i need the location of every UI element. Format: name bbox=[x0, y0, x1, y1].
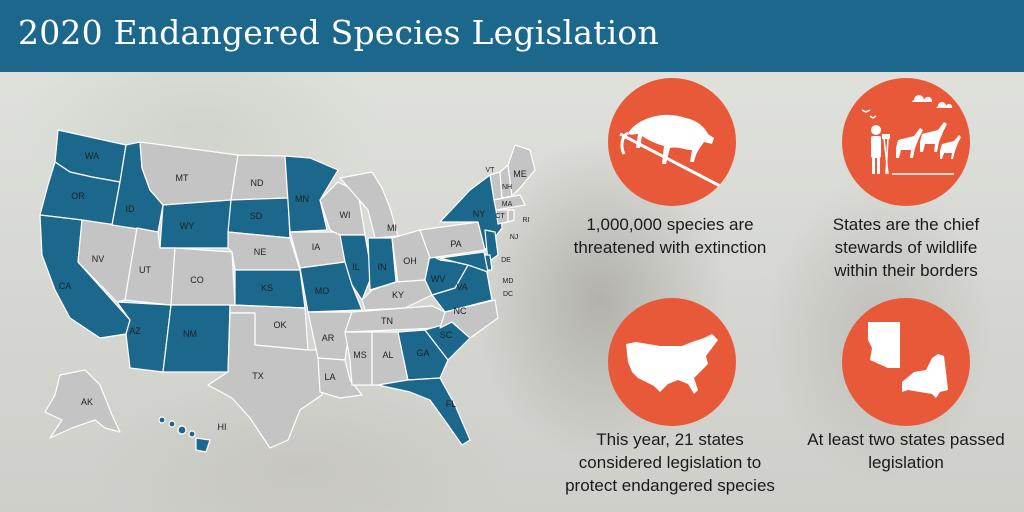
label-mt: MT bbox=[176, 173, 189, 183]
header-bar: 2020 Endangered Species Legislation bbox=[0, 0, 1024, 72]
label-hi: HI bbox=[218, 422, 227, 432]
label-dc: DC bbox=[503, 291, 513, 298]
label-ms: MS bbox=[353, 350, 367, 360]
state-mo bbox=[299, 261, 363, 313]
stat-caption-stewards: States are the chief stewards of wildlif… bbox=[832, 215, 980, 280]
state-wy bbox=[159, 199, 232, 249]
label-ia: IA bbox=[312, 242, 321, 252]
label-md: MD bbox=[503, 278, 514, 285]
label-ut: UT bbox=[139, 265, 151, 275]
state-ri bbox=[507, 209, 515, 223]
label-ar: AR bbox=[322, 333, 335, 343]
state-ms bbox=[344, 331, 373, 386]
page-title: 2020 Endangered Species Legislation bbox=[18, 13, 659, 52]
us-map: WA OR CA ID NV MT WY UT CO AZ NM ND SD N… bbox=[39, 129, 536, 453]
label-ks: KS bbox=[261, 283, 273, 293]
label-la: LA bbox=[324, 372, 335, 382]
label-ma: MA bbox=[502, 201, 513, 208]
label-de: DE bbox=[501, 257, 511, 264]
label-il: IL bbox=[352, 262, 360, 272]
label-ga: GA bbox=[416, 348, 429, 358]
label-ca: CA bbox=[59, 281, 72, 291]
state-ma bbox=[493, 194, 526, 211]
state-nj bbox=[484, 229, 499, 263]
label-sc: SC bbox=[440, 330, 453, 340]
label-ri: RI bbox=[523, 217, 530, 224]
state-az bbox=[116, 301, 172, 373]
usa-map-icon bbox=[608, 298, 736, 426]
label-mn: MN bbox=[295, 194, 309, 204]
state-fl bbox=[377, 377, 471, 446]
state-mi bbox=[339, 171, 399, 239]
label-nj: NJ bbox=[510, 234, 519, 241]
label-me: ME bbox=[513, 169, 527, 179]
label-ny: NY bbox=[473, 209, 486, 219]
state-md bbox=[439, 251, 489, 273]
label-tn: TN bbox=[381, 316, 393, 326]
label-id: ID bbox=[126, 204, 136, 214]
label-ak: AK bbox=[81, 397, 93, 407]
label-ok: OK bbox=[273, 320, 286, 330]
state-labels: WA OR CA ID NV MT WY UT CO AZ NM ND SD N… bbox=[59, 151, 530, 432]
label-ne: NE bbox=[254, 247, 267, 257]
label-ct: CT bbox=[495, 213, 505, 220]
label-wi: WI bbox=[340, 210, 351, 220]
state-wildlife-steward-icon bbox=[842, 78, 970, 206]
state-mt bbox=[139, 141, 239, 206]
label-va: VA bbox=[456, 282, 467, 292]
label-nm: NM bbox=[183, 329, 197, 339]
label-vt: VT bbox=[486, 167, 496, 174]
arizona-new-york-icon bbox=[842, 298, 970, 426]
label-ky: KY bbox=[392, 290, 404, 300]
label-fl: FL bbox=[446, 399, 457, 409]
label-tx: TX bbox=[252, 371, 264, 381]
label-oh: OH bbox=[403, 256, 417, 266]
label-nc: NC bbox=[454, 306, 467, 316]
label-az: AZ bbox=[129, 326, 141, 336]
stat-caption-extinction: 1,000,000 species are threatened with ex… bbox=[573, 215, 767, 257]
label-wa: WA bbox=[85, 151, 99, 161]
label-or: OR bbox=[71, 191, 85, 201]
state-ak bbox=[44, 369, 121, 439]
stat-caption-considered: This year, 21 states considered legislat… bbox=[565, 430, 775, 495]
label-wy: WY bbox=[180, 221, 195, 231]
cougar-icon bbox=[608, 78, 736, 206]
label-in: IN bbox=[378, 262, 387, 272]
label-pa: PA bbox=[450, 239, 461, 249]
stat-caption-passed: At least two states passed legislation bbox=[807, 430, 1005, 472]
label-nh: NH bbox=[502, 184, 512, 191]
label-wv: WV bbox=[431, 274, 446, 284]
label-mo: MO bbox=[315, 286, 330, 296]
label-sd: SD bbox=[250, 211, 263, 221]
state-hi bbox=[158, 416, 211, 453]
label-nv: NV bbox=[92, 254, 105, 264]
label-mi: MI bbox=[387, 223, 397, 233]
label-al: AL bbox=[382, 350, 393, 360]
state-tx bbox=[207, 312, 323, 449]
state-ga bbox=[397, 329, 449, 381]
label-co: CO bbox=[190, 275, 204, 285]
state-la bbox=[317, 357, 363, 399]
label-nd: ND bbox=[251, 178, 264, 188]
